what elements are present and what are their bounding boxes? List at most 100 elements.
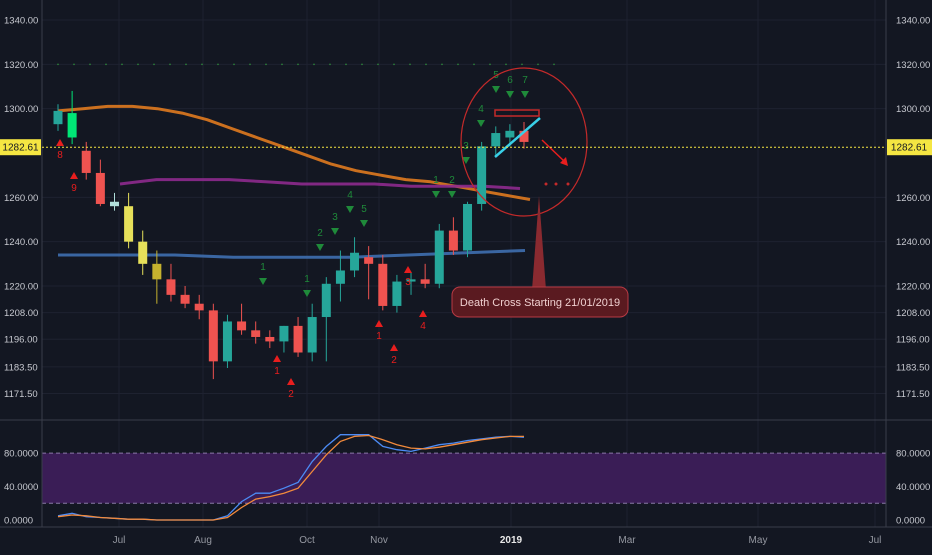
candle (491, 126, 501, 156)
current-price-label-right: 1282.61 (891, 143, 928, 154)
forecast-dot (554, 182, 558, 186)
candle (180, 285, 190, 309)
green-sequential-arrow (331, 228, 339, 235)
time-tick-label: Nov (370, 535, 388, 546)
candle-body (491, 133, 501, 147)
dotted-level-dot (457, 63, 459, 66)
oscillator-tick-right: 80.0000 (896, 449, 930, 460)
oscillator-tick-right: 0.0000 (896, 516, 925, 527)
candle-body (293, 325, 303, 353)
candle (194, 294, 204, 320)
dotted-level-dot (201, 63, 203, 66)
candle-body (279, 325, 289, 342)
candle (109, 192, 119, 211)
candle-body (350, 252, 360, 271)
candle-body (477, 146, 487, 204)
price-tick-label-right: 1208.00 (896, 308, 930, 319)
red-sequential-count: 2 (288, 389, 294, 400)
down-arrow-head (560, 157, 568, 166)
oscillator-band (42, 453, 886, 504)
price-tick-label-right: 1183.50 (896, 362, 930, 373)
price-tick-label-right: 1220.00 (896, 281, 930, 292)
candle (53, 104, 63, 131)
green-sequential-count: 4 (478, 104, 484, 115)
green-sequential-count: 2 (317, 228, 323, 239)
green-sequential-arrow (462, 157, 470, 164)
oscillator-line (57, 434, 524, 521)
candle (519, 121, 529, 149)
dotted-level-dot (89, 63, 91, 66)
dotted-level-dot (329, 63, 331, 66)
candle (124, 192, 134, 249)
dotted-level-dot (249, 63, 251, 66)
candle-body (166, 279, 176, 295)
candle-body (307, 317, 317, 353)
time-tick-label: Aug (194, 535, 212, 546)
dotted-level-dot (505, 63, 507, 66)
green-sequential-arrow (360, 220, 368, 227)
price-tick-label-left: 1183.50 (4, 362, 38, 373)
candle-body (519, 130, 529, 142)
candle (279, 325, 289, 353)
red-sequential-count: 1 (376, 331, 382, 342)
price-tick-label-left: 1196.00 (4, 335, 38, 346)
trend-line (494, 117, 541, 158)
dotted-level-dot (73, 63, 75, 66)
dotted-level-dot (297, 63, 299, 66)
candle-body (95, 172, 105, 204)
time-tick-label: Jul (113, 535, 126, 546)
green-sequential-count: 6 (507, 75, 513, 86)
candle-body (53, 110, 63, 125)
red-sequential-count: 1 (274, 366, 280, 377)
price-tick-label-left: 1220.00 (4, 281, 38, 292)
red-sequential-arrow (56, 139, 64, 146)
candle (222, 314, 232, 369)
green-sequential-count: 5 (361, 204, 367, 215)
candle-body (81, 150, 91, 173)
green-sequential-arrow (346, 206, 354, 213)
time-tick-label: May (749, 535, 768, 546)
dotted-level-dot (489, 63, 491, 66)
red-sequential-count: 9 (71, 183, 77, 194)
forecast-dot (544, 182, 548, 186)
green-sequential-arrow (259, 278, 267, 285)
oscillator-tick-left: 40.0000 (4, 482, 38, 493)
candle (152, 250, 162, 304)
green-sequential-count: 1 (433, 175, 439, 186)
moving-averages (57, 104, 531, 259)
candle (463, 201, 473, 258)
red-sequential-arrow (419, 310, 427, 317)
oscillator-tick-right: 40.0000 (896, 482, 930, 493)
candle-body (124, 206, 134, 242)
candle (67, 90, 77, 145)
green-sequential-count: 2 (449, 175, 455, 186)
dotted-level-dot (121, 63, 123, 66)
dotted-level-dot (105, 63, 107, 66)
dotted-level-dot (185, 63, 187, 66)
candle (251, 321, 261, 344)
candle-body (222, 321, 232, 362)
red-sequential-count: 2 (391, 355, 397, 366)
dotted-level-dot (393, 63, 395, 66)
red-box (494, 109, 540, 117)
green-sequential-arrow (521, 91, 529, 98)
candle (265, 330, 275, 349)
oscillator-pane: 80.0000 80.0000 40.0000 40.0000 0.0000 0.0000 (4, 434, 930, 527)
price-tick-label-left: 1208.00 (4, 308, 38, 319)
candle (420, 263, 430, 289)
green-sequential-arrow (303, 290, 311, 297)
dotted-level-dot (345, 63, 347, 66)
candle-body (180, 294, 190, 304)
candle-body (434, 230, 444, 284)
oscillator-tick-left: 80.0000 (4, 449, 38, 460)
candle-body (364, 257, 374, 264)
red-sequential-count: 3 (405, 277, 411, 288)
price-tick-label-right: 1300.00 (896, 104, 930, 115)
candle (477, 141, 487, 211)
candle-body (251, 330, 261, 337)
candle (81, 141, 91, 180)
dotted-level-dot (377, 63, 379, 66)
candle-body (152, 263, 162, 280)
